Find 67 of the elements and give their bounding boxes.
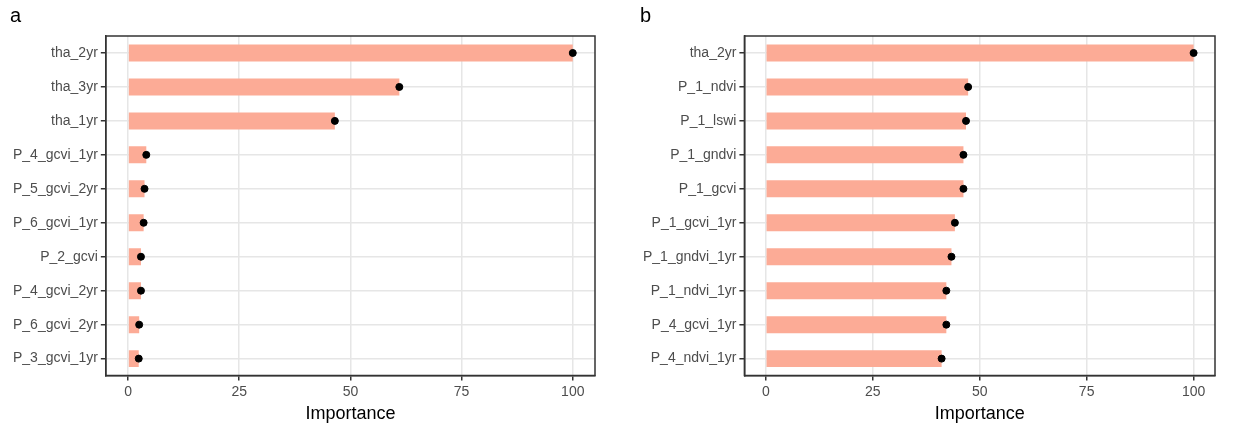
chart-title: b: [640, 3, 652, 26]
point: [964, 82, 973, 91]
y-tick-label: P_4_ndvi_1yr: [650, 349, 737, 366]
point: [136, 252, 145, 261]
x-tick-label: 25: [231, 382, 248, 399]
bar: [128, 78, 400, 96]
x-tick-label: 50: [342, 382, 359, 399]
point: [1189, 48, 1198, 57]
point: [568, 48, 577, 57]
y-tick-label: tha_1yr: [51, 111, 99, 128]
bar: [766, 350, 942, 368]
y-tick-label: tha_3yr: [51, 77, 99, 94]
x-axis-title: Importance: [305, 403, 396, 424]
bar: [766, 112, 967, 130]
x-tick-label: 100: [561, 382, 585, 399]
y-tick-label: P_1_lswi: [680, 111, 737, 128]
point: [962, 116, 971, 125]
point: [947, 252, 956, 261]
point: [959, 184, 968, 193]
x-tick-label: 0: [761, 382, 770, 399]
bar: [766, 146, 964, 164]
point: [950, 218, 959, 227]
point: [330, 116, 339, 125]
y-tick-label: tha_2yr: [51, 43, 99, 60]
x-tick-label: 75: [453, 382, 470, 399]
y-tick-label: P_3_gcvi_1yr: [13, 349, 99, 366]
x-axis-title: Importance: [934, 403, 1025, 424]
point: [139, 218, 148, 227]
y-tick-label: P_1_gcvi: [678, 179, 737, 196]
y-tick-label: tha_2yr: [689, 43, 737, 60]
x-tick-label: 75: [1078, 382, 1095, 399]
bar: [766, 214, 955, 232]
point: [959, 150, 968, 159]
y-tick-label: P_1_ndvi_1yr: [650, 281, 737, 298]
y-tick-label: P_1_gndvi_1yr: [642, 247, 737, 264]
point: [135, 320, 144, 329]
y-tick-label: P_4_gcvi_2yr: [13, 281, 99, 298]
bar: [128, 44, 573, 62]
bar: [766, 78, 969, 96]
point: [942, 320, 951, 329]
y-tick-label: P_1_ndvi: [678, 77, 737, 94]
y-tick-label: P_6_gcvi_1yr: [13, 213, 99, 230]
bar: [128, 112, 335, 130]
bar: [766, 180, 964, 198]
x-tick-label: 0: [124, 382, 133, 399]
y-tick-label: P_4_gcvi_1yr: [13, 145, 99, 162]
bar: [766, 316, 947, 334]
x-tick-label: 25: [864, 382, 881, 399]
y-tick-label: P_1_gndvi: [670, 145, 737, 162]
point: [134, 354, 143, 363]
point: [937, 354, 946, 363]
point: [942, 286, 951, 295]
y-tick-label: P_1_gcvi_1yr: [651, 213, 737, 230]
y-tick-label: P_5_gcvi_2yr: [13, 179, 99, 196]
y-tick-label: P_4_gcvi_1yr: [651, 315, 737, 332]
y-tick-label: P_2_gcvi: [40, 247, 98, 264]
bar: [766, 248, 952, 266]
point: [136, 286, 145, 295]
chart-title: a: [10, 3, 22, 26]
point: [140, 184, 149, 193]
x-tick-label: 100: [1181, 382, 1206, 399]
bar: [766, 282, 947, 300]
point: [395, 82, 404, 91]
y-tick-label: P_6_gcvi_2yr: [13, 315, 99, 332]
point: [142, 150, 151, 159]
bar: [766, 44, 1194, 62]
x-tick-label: 50: [971, 382, 988, 399]
